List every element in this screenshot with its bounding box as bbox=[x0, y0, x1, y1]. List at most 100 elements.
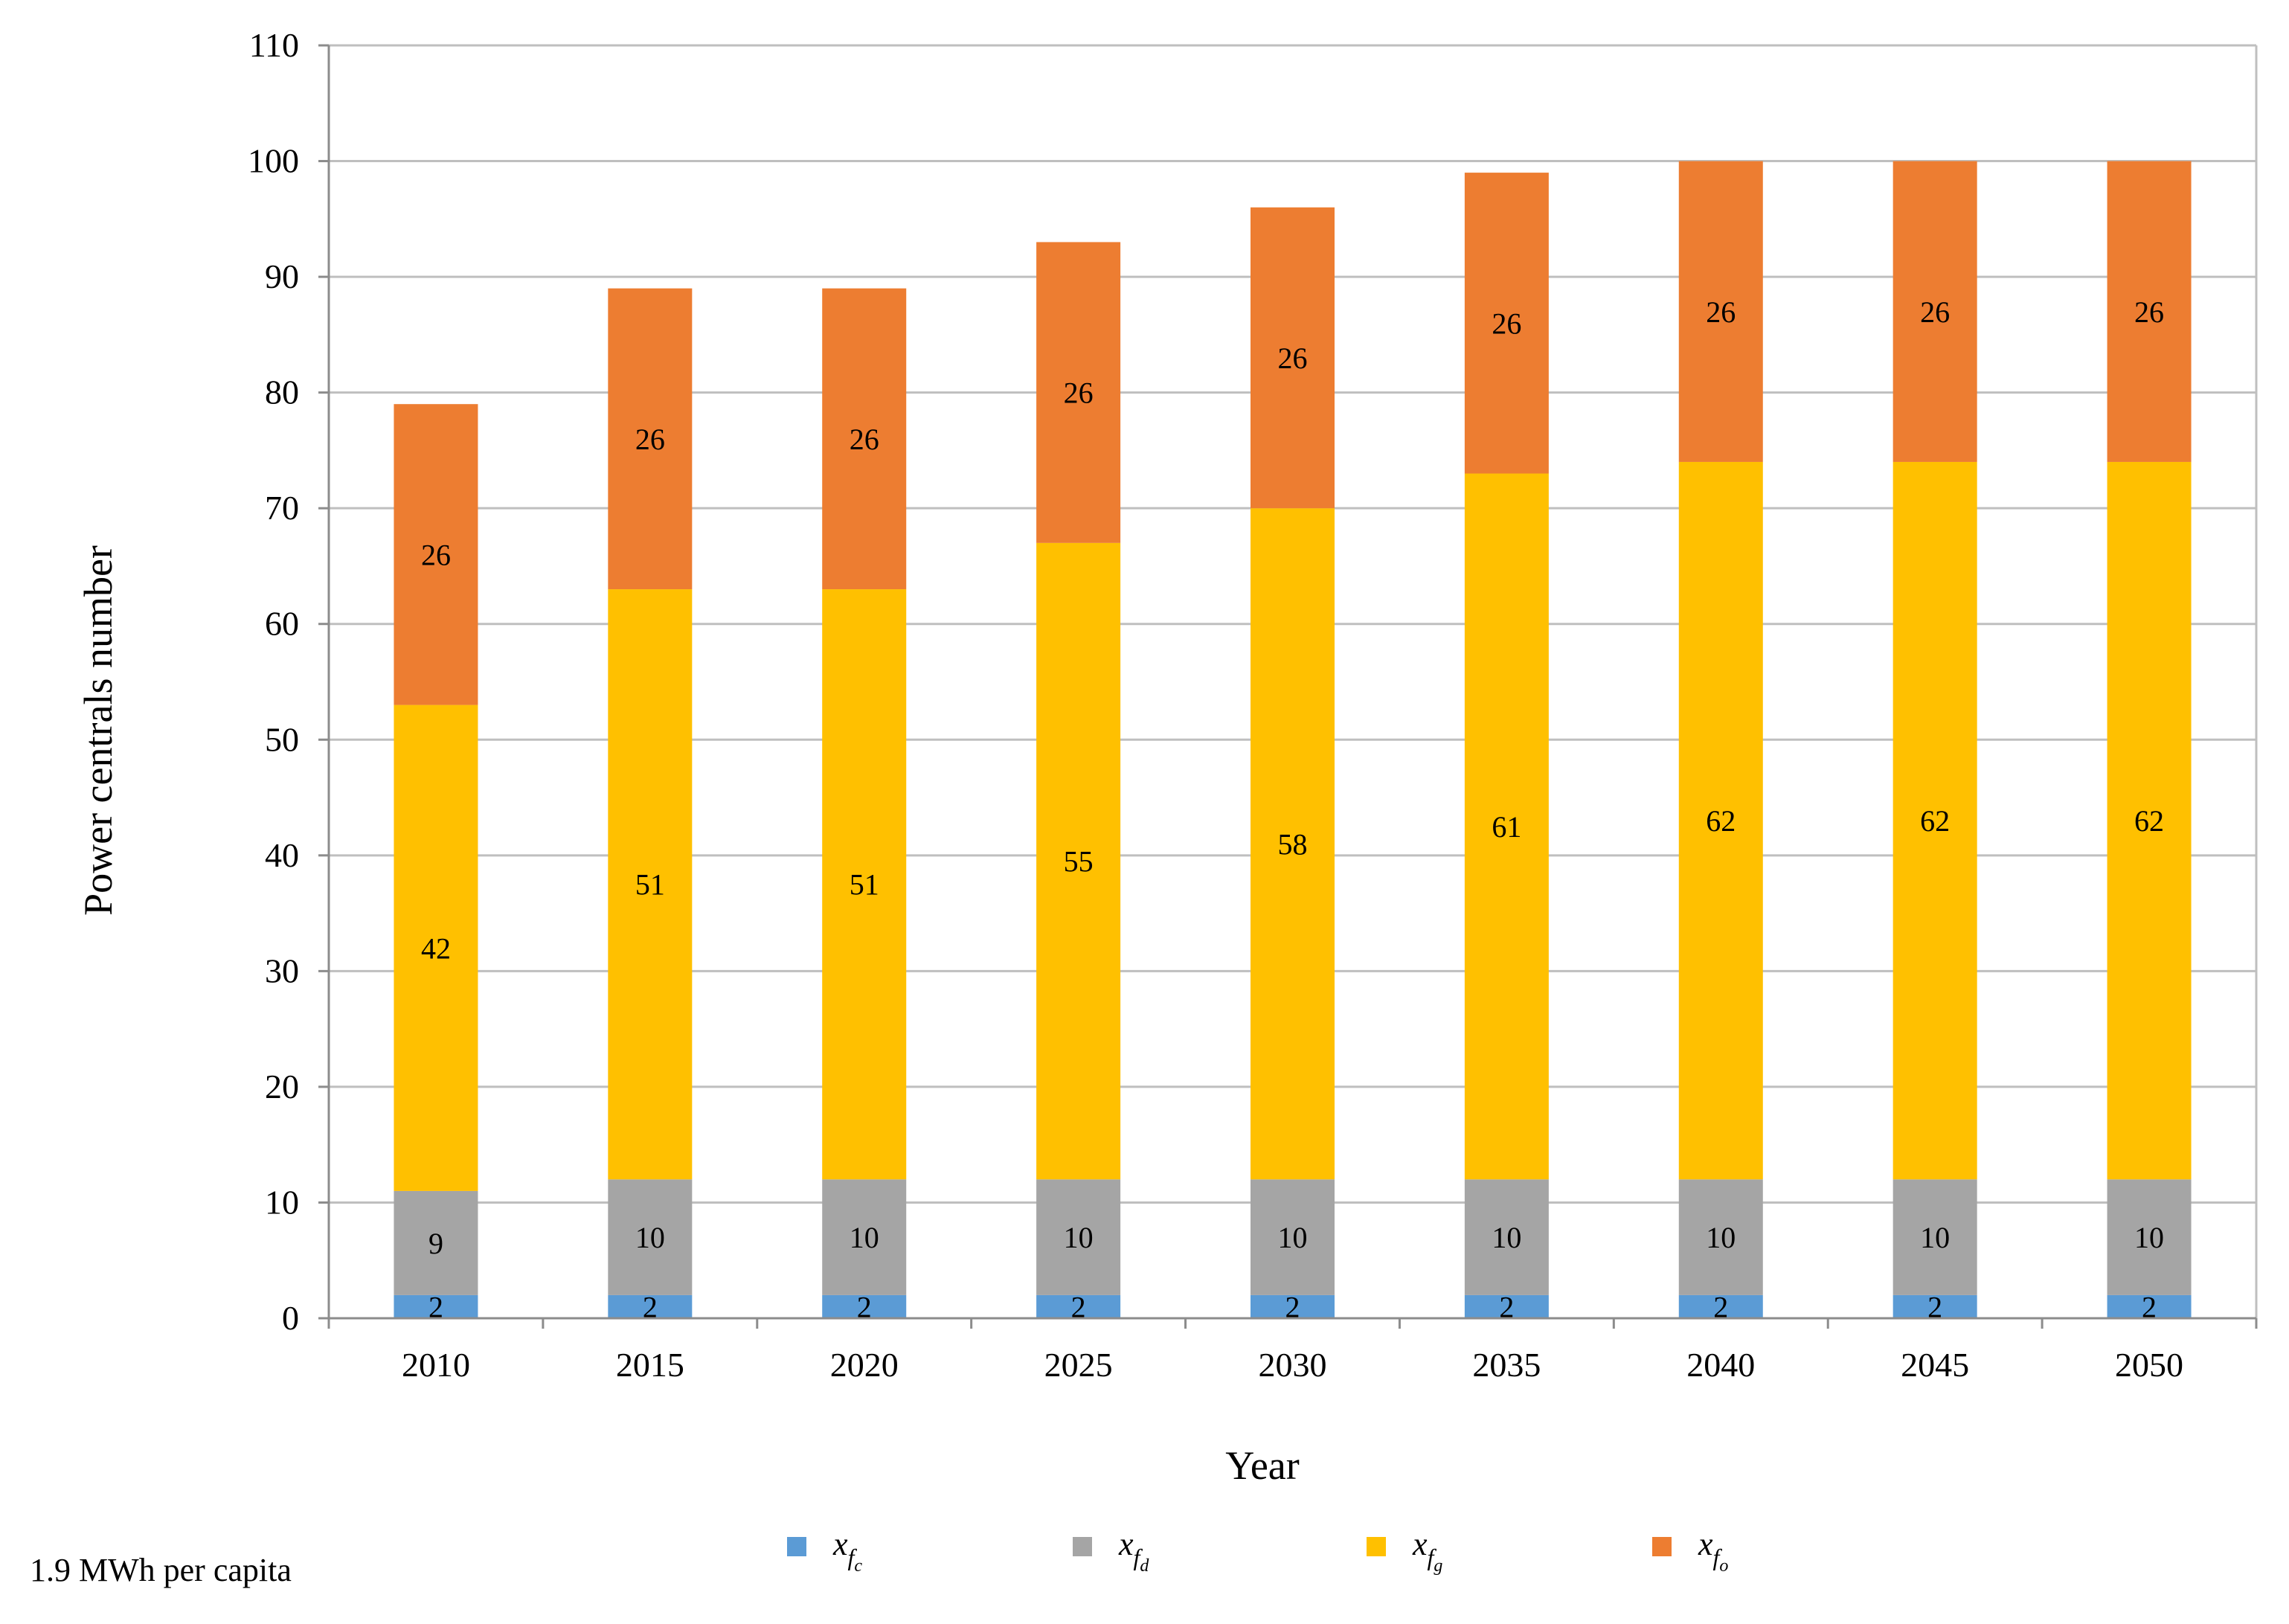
data-label-x_fc-2015: 2 bbox=[643, 1290, 658, 1323]
legend-item-x_fd: xfd bbox=[1073, 1526, 1149, 1576]
y-axis-title: Power centrals number bbox=[76, 545, 121, 916]
bar-segment-x_fc-2025 bbox=[1036, 1294, 1121, 1318]
y-tick-label: 90 bbox=[265, 257, 299, 295]
legend: xfc xfd xfg xfo bbox=[787, 1526, 1728, 1576]
bar-segment-x_fd-2040 bbox=[1678, 1179, 1763, 1295]
bar-segment-x_fo-2040 bbox=[1678, 161, 1763, 462]
legend-item-x_fc: xfc bbox=[787, 1526, 862, 1576]
legend-label-subsub: g bbox=[1434, 1556, 1442, 1576]
legend-swatch bbox=[1073, 1537, 1092, 1556]
data-label-x_fc-2040: 2 bbox=[1713, 1290, 1728, 1323]
bar-segment-x_fo-2015 bbox=[608, 288, 693, 590]
x-tick-label: 2020 bbox=[830, 1346, 899, 1384]
data-label-x_fc-2030: 2 bbox=[1285, 1290, 1300, 1323]
bar-segment-x_fg-2020 bbox=[822, 589, 907, 1180]
data-label-x_fg-2020: 51 bbox=[850, 868, 879, 902]
y-tick-label: 20 bbox=[265, 1068, 299, 1105]
bar-segment-x_fd-2035 bbox=[1464, 1179, 1549, 1295]
data-label-x_fc-2035: 2 bbox=[1499, 1290, 1514, 1323]
bar-segment-x_fo-2025 bbox=[1036, 242, 1121, 543]
legend-label-main: x bbox=[1118, 1526, 1134, 1562]
bar-segment-x_fc-2010 bbox=[394, 1294, 478, 1318]
x-tick-label: 2015 bbox=[616, 1346, 684, 1384]
bar-segment-x_fd-2050 bbox=[2107, 1179, 2192, 1295]
data-label-x_fc-2045: 2 bbox=[1927, 1290, 1942, 1323]
data-label-x_fd-2025: 10 bbox=[1064, 1221, 1094, 1254]
y-tick-label: 80 bbox=[265, 373, 299, 411]
bar-segment-x_fo-2020 bbox=[822, 288, 907, 590]
x-tick-label: 2010 bbox=[402, 1346, 470, 1384]
data-label-x_fc-2025: 2 bbox=[1071, 1290, 1086, 1323]
bar-segment-x_fc-2045 bbox=[1892, 1294, 1977, 1318]
bar-segment-x_fc-2020 bbox=[822, 1294, 907, 1318]
bar-segment-x_fg-2040 bbox=[1678, 461, 1763, 1180]
data-label-x_fg-2025: 55 bbox=[1064, 845, 1094, 879]
legend-label-main: x bbox=[1698, 1526, 1713, 1562]
caption-note: 1.9 MWh per capita bbox=[30, 1552, 292, 1588]
data-label-x_fo-2040: 26 bbox=[1706, 295, 1736, 329]
x-tick-label: 2025 bbox=[1044, 1346, 1113, 1384]
data-label-x_fc-2020: 2 bbox=[857, 1290, 872, 1323]
bar-segment-x_fg-2050 bbox=[2107, 461, 2192, 1180]
y-tick-label: 50 bbox=[265, 720, 299, 758]
x-tick-label: 2050 bbox=[2115, 1346, 2183, 1384]
bar-segment-x_fg-2015 bbox=[608, 589, 693, 1180]
data-label-x_fo-2025: 26 bbox=[1064, 376, 1094, 410]
legend-label: xfo bbox=[1698, 1526, 1728, 1576]
bar-segment-x_fg-2035 bbox=[1464, 473, 1549, 1180]
bar-segment-x_fd-2020 bbox=[822, 1179, 907, 1295]
data-label-x_fd-2040: 10 bbox=[1706, 1221, 1736, 1254]
bar-segment-x_fo-2050 bbox=[2107, 161, 2192, 462]
bar-segment-x_fc-2035 bbox=[1464, 1294, 1549, 1318]
y-tick-label: 0 bbox=[282, 1299, 299, 1337]
data-label-x_fo-2035: 26 bbox=[1492, 306, 1521, 340]
x-tick-label: 2035 bbox=[1472, 1346, 1541, 1384]
bars bbox=[394, 161, 2192, 1318]
data-label-x_fg-2030: 58 bbox=[1278, 827, 1308, 861]
data-label-x_fg-2015: 51 bbox=[635, 868, 665, 902]
legend-swatch bbox=[1652, 1537, 1672, 1556]
data-label-x_fd-2030: 10 bbox=[1278, 1221, 1308, 1254]
bar-segment-x_fc-2050 bbox=[2107, 1294, 2192, 1318]
legend-label: xfc bbox=[832, 1526, 862, 1576]
x-tick-label: 2040 bbox=[1686, 1346, 1755, 1384]
data-label-x_fo-2020: 26 bbox=[850, 423, 879, 456]
data-label-x_fo-2045: 26 bbox=[1920, 295, 1950, 329]
bar-segment-x_fg-2030 bbox=[1251, 508, 1335, 1180]
data-label-x_fd-2010: 9 bbox=[428, 1227, 443, 1260]
data-label-x_fg-2045: 62 bbox=[1920, 804, 1950, 838]
data-labels: 2942262105126210512621055262105826210612… bbox=[421, 295, 2164, 1324]
legend-swatch bbox=[1367, 1537, 1386, 1556]
legend-swatch bbox=[787, 1537, 806, 1556]
data-label-x_fg-2050: 62 bbox=[2134, 804, 2164, 838]
data-label-x_fo-2050: 26 bbox=[2134, 295, 2164, 329]
y-tick-label: 110 bbox=[249, 26, 299, 64]
y-tick-label: 100 bbox=[248, 142, 299, 180]
y-tick-label: 60 bbox=[265, 605, 299, 643]
x-tick-label: 2030 bbox=[1259, 1346, 1327, 1384]
legend-label-main: x bbox=[832, 1526, 848, 1562]
bar-segment-x_fg-2045 bbox=[1892, 461, 1977, 1180]
x-axis-title: Year bbox=[1225, 1443, 1300, 1488]
data-label-x_fd-2015: 10 bbox=[635, 1221, 665, 1254]
data-label-x_fd-2035: 10 bbox=[1492, 1221, 1521, 1254]
bar-segment-x_fd-2045 bbox=[1892, 1179, 1977, 1295]
bar-segment-x_fc-2015 bbox=[608, 1294, 693, 1318]
data-label-x_fc-2010: 2 bbox=[428, 1290, 443, 1323]
legend-item-x_fg: xfg bbox=[1367, 1526, 1442, 1576]
bar-segment-x_fc-2040 bbox=[1678, 1294, 1763, 1318]
data-label-x_fg-2010: 42 bbox=[421, 931, 451, 965]
bar-segment-x_fd-2015 bbox=[608, 1179, 693, 1295]
bar-segment-x_fo-2035 bbox=[1464, 173, 1549, 474]
legend-label: xfg bbox=[1412, 1526, 1442, 1576]
legend-label-main: x bbox=[1412, 1526, 1428, 1562]
bar-segment-x_fd-2010 bbox=[394, 1190, 478, 1295]
legend-label: xfd bbox=[1118, 1526, 1149, 1576]
x-tick-label: 2045 bbox=[1901, 1346, 1969, 1384]
data-label-x_fo-2010: 26 bbox=[421, 538, 451, 571]
data-label-x_fd-2050: 10 bbox=[2134, 1221, 2164, 1254]
y-tick-label: 40 bbox=[265, 836, 299, 874]
bar-segment-x_fo-2010 bbox=[394, 404, 478, 705]
